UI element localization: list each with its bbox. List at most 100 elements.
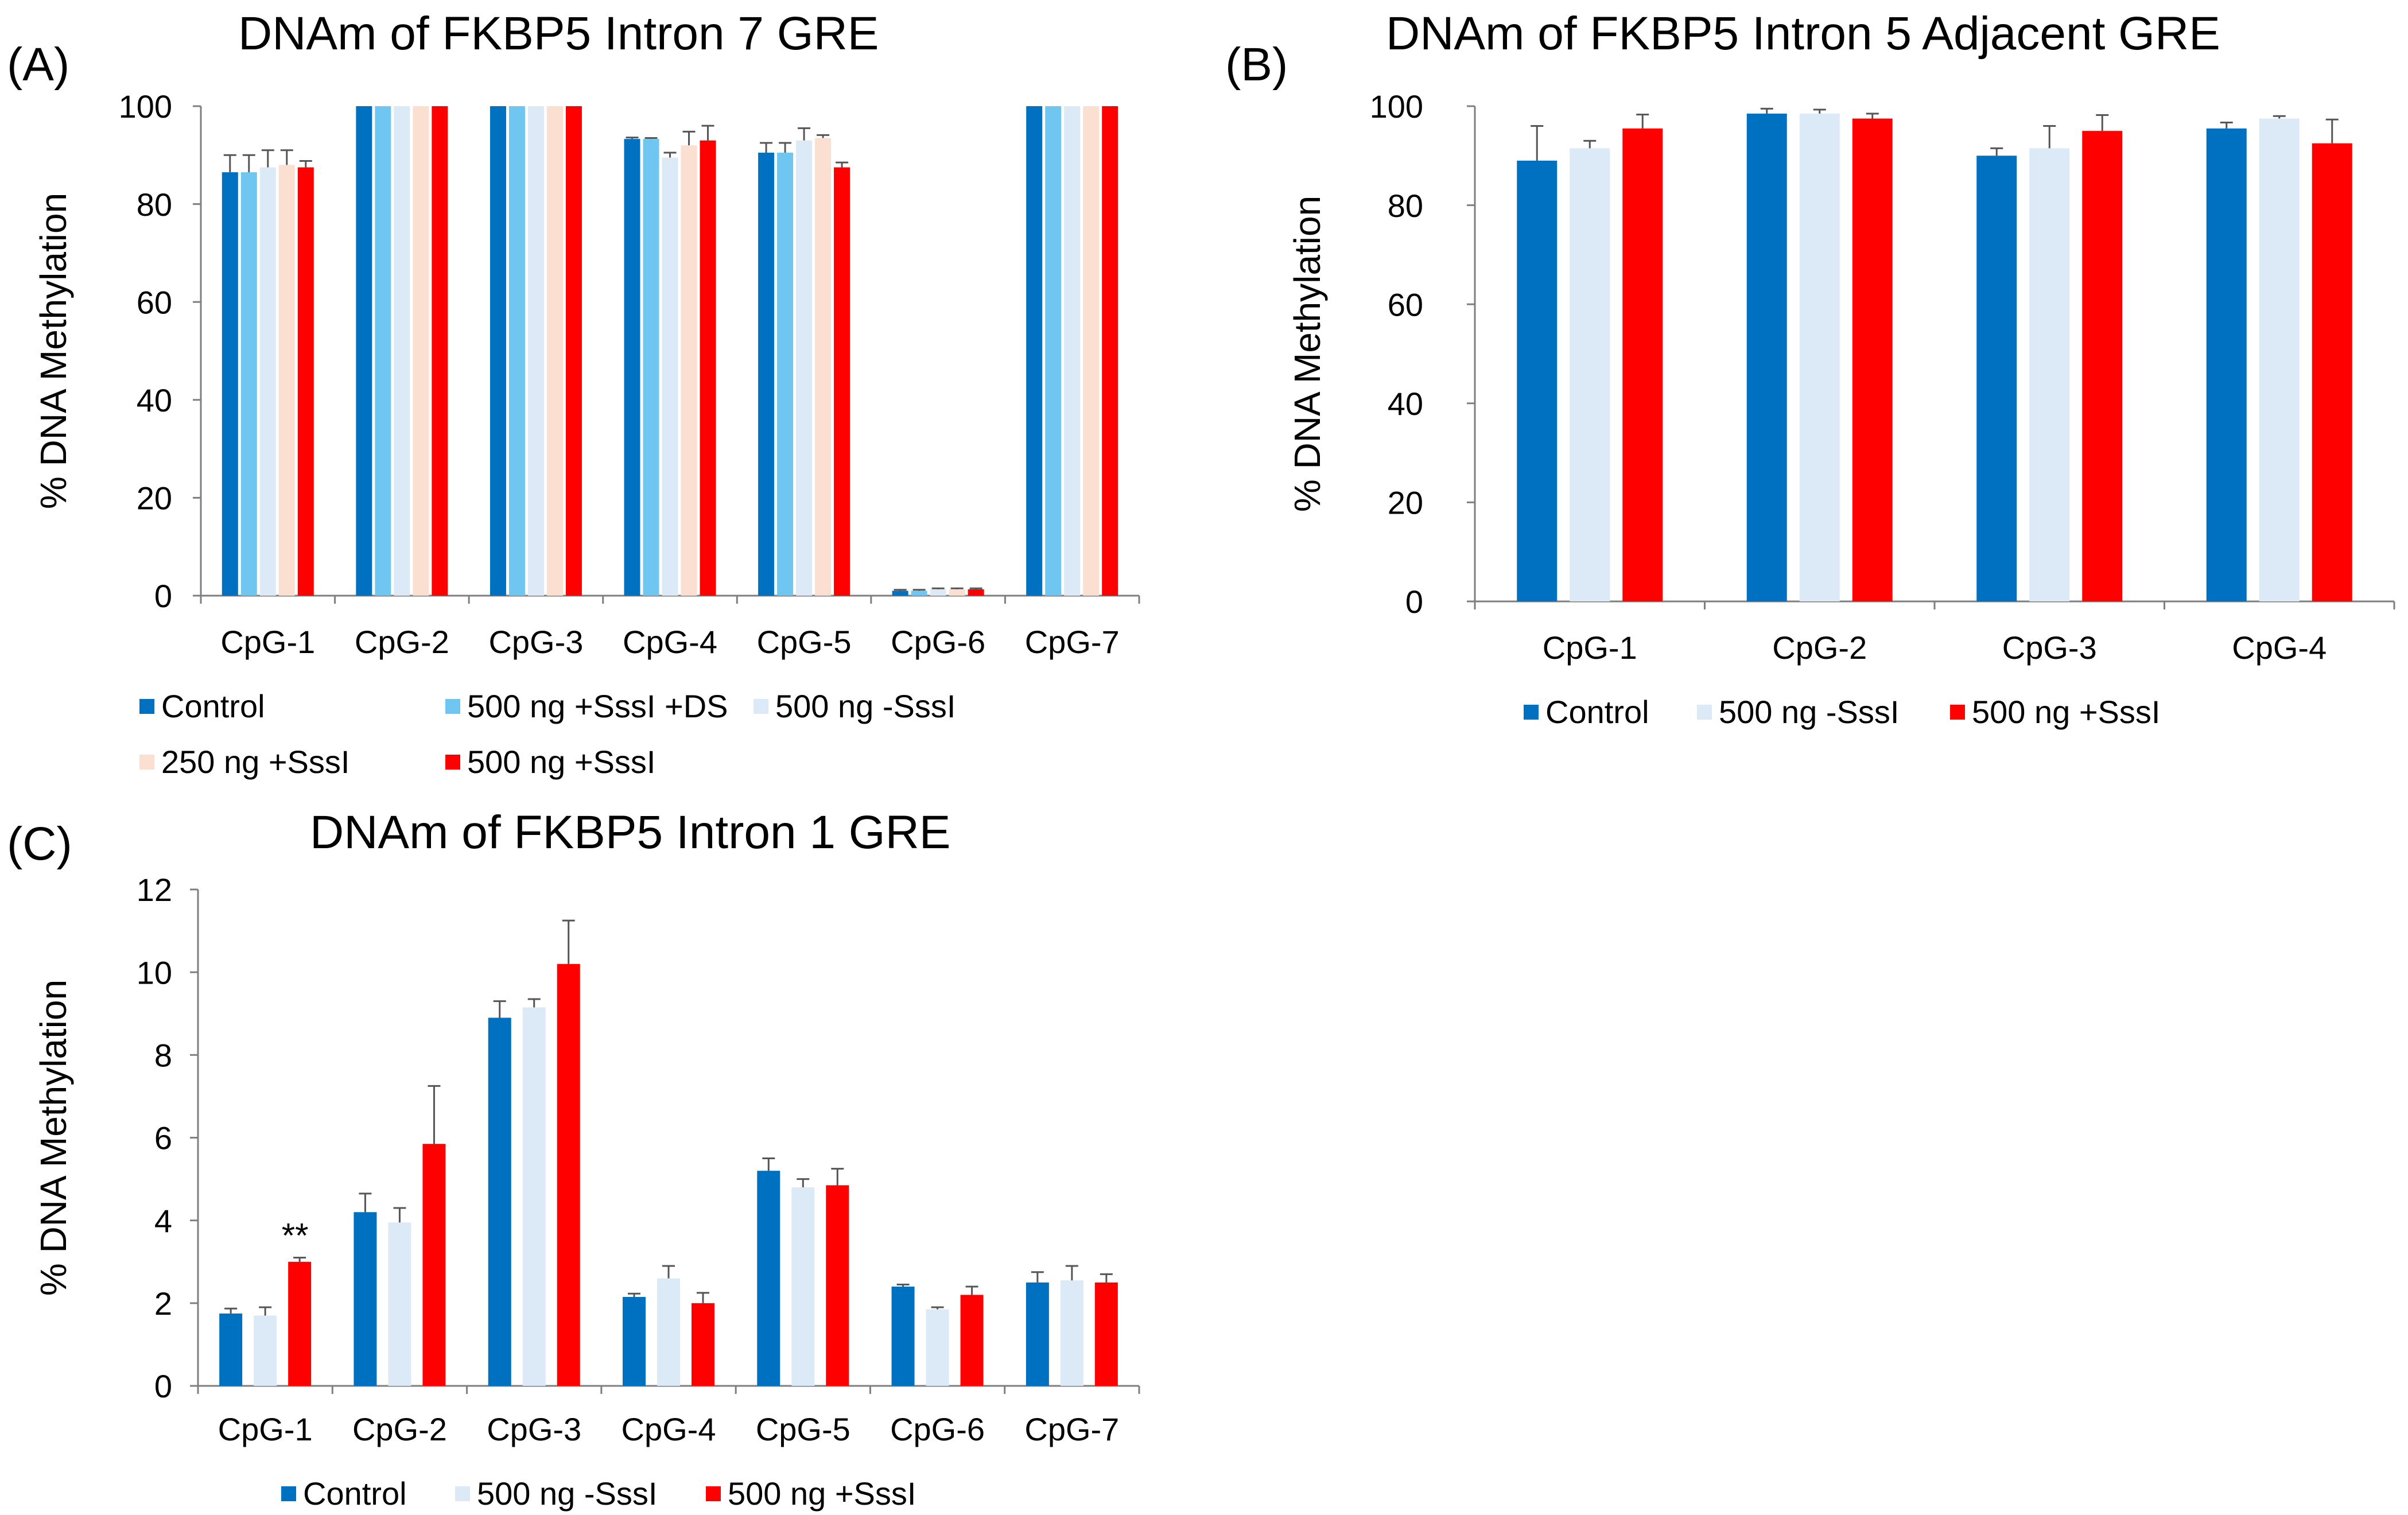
chart-b: 0 20 40 60 80 100 % DNA Methylation CpG-1 CpG-2 C… — [1287, 88, 2395, 666]
bar — [1064, 106, 1081, 596]
bar — [259, 167, 276, 596]
bar — [643, 139, 659, 596]
y-tick-label: 40 — [137, 382, 172, 418]
bar — [527, 106, 544, 596]
y-tick-label: 6 — [154, 1120, 172, 1156]
bar — [522, 1007, 546, 1386]
bar — [834, 167, 850, 596]
category-label: CpG-5 — [756, 1411, 850, 1447]
bar — [413, 106, 429, 596]
bar — [892, 591, 908, 596]
legend-swatch-control — [1524, 705, 1539, 720]
bar — [422, 1144, 446, 1386]
legend-swatch-plus-sssi — [1950, 705, 1965, 720]
legend-swatch-minus-sssi — [1697, 705, 1712, 720]
bar — [891, 1287, 915, 1386]
bar — [354, 1212, 377, 1386]
category-label: CpG-7 — [1024, 1411, 1119, 1447]
legend-swatch-control — [139, 699, 154, 714]
legend-swatch-control — [281, 1486, 296, 1501]
y-tick-label: 2 — [154, 1285, 172, 1322]
legend-label: 250 ng +SssI — [161, 744, 350, 780]
legend-label: 500 ng +SssI — [1972, 694, 2161, 730]
bar — [1976, 156, 2017, 601]
legend-swatch-minus-sssi — [455, 1486, 470, 1501]
legend-swatch-plus-sssi — [445, 755, 460, 770]
legend-label: 500 ng -SssI — [1719, 694, 1900, 730]
category-label: CpG-3 — [487, 1411, 581, 1447]
panel-label-b: (B) — [1225, 38, 1288, 91]
category-label: CpG-1 — [1543, 630, 1637, 666]
bar — [657, 1278, 680, 1386]
y-tick-label: 60 — [1388, 286, 1423, 323]
y-tick-label: 80 — [1388, 188, 1423, 224]
legend-item-plus-sssi: 500 ng +SssI — [1950, 696, 2160, 728]
bar — [681, 145, 697, 596]
y-tick-label: 20 — [137, 480, 172, 516]
chart-a: 0 20 40 60 80 100 % DNA Methylation CpG-1 CpG-2 C… — [33, 88, 1140, 660]
bar — [960, 1295, 984, 1386]
bar — [930, 589, 946, 596]
legend-label: Control — [1545, 694, 1649, 730]
bar — [1026, 106, 1043, 596]
category-label: CpG-3 — [488, 624, 583, 660]
category-label: CpG-4 — [622, 1411, 716, 1447]
y-tick-label: 12 — [137, 872, 172, 908]
category-label: CpG-4 — [623, 624, 717, 660]
y-tick-label: 60 — [137, 284, 172, 320]
category-label: CpG-2 — [355, 624, 449, 660]
bar — [1083, 106, 1100, 596]
bar — [911, 591, 927, 596]
bar — [949, 589, 965, 596]
bar — [2082, 131, 2123, 601]
bar — [288, 1261, 312, 1386]
bar — [796, 140, 813, 596]
category-label: CpG-1 — [220, 624, 315, 660]
bar — [356, 106, 372, 596]
bar — [546, 106, 563, 596]
panel-label-a: (A) — [7, 38, 70, 91]
y-tick-label: 80 — [137, 187, 172, 223]
bar — [1026, 1282, 1049, 1386]
legend-label: 500 ng +SssI — [728, 1475, 916, 1512]
y-tick-label: 10 — [137, 954, 172, 990]
category-label: CpG-2 — [1772, 630, 1867, 666]
y-tick-label: 0 — [1405, 584, 1423, 620]
y-tick-label: 0 — [154, 1368, 172, 1404]
y-axis-label: % DNA Methylation — [33, 193, 74, 509]
bar — [757, 1171, 780, 1386]
bar — [2259, 118, 2300, 601]
category-label: CpG-5 — [757, 624, 852, 660]
bar — [1622, 128, 1663, 601]
bar — [240, 172, 257, 596]
legend-item-plus-sssi: 500 ng +SssI — [706, 1478, 916, 1510]
panel-label-c: (C) — [7, 818, 72, 870]
bar — [968, 589, 984, 596]
chart-title-b: DNAm of FKBP5 Intron 5 Adjacent GRE — [1386, 7, 2220, 60]
category-label: CpG-4 — [2232, 630, 2327, 666]
bar — [388, 1222, 411, 1386]
legend-item-control: Control — [139, 690, 265, 722]
significance-annotation: ** — [282, 1217, 309, 1255]
bar — [623, 1297, 646, 1386]
bar — [490, 106, 506, 596]
y-tick-label: 8 — [154, 1037, 172, 1073]
y-tick-label: 40 — [1388, 386, 1423, 422]
bar — [508, 106, 525, 596]
legend-item-sssi-ds: 500 ng +SssI +DS — [445, 690, 728, 722]
legend-item-control: Control — [281, 1478, 407, 1510]
bar — [1799, 113, 1840, 601]
y-tick-label: 100 — [1370, 88, 1423, 125]
legend-swatch-minus-sssi — [754, 699, 768, 714]
bar — [2029, 148, 2070, 602]
legend-label: 500 ng +SssI — [467, 744, 656, 780]
legend-label: Control — [303, 1475, 407, 1512]
bar — [1852, 118, 1893, 601]
bar — [297, 167, 314, 596]
legend-swatch-250-sssi — [139, 755, 154, 770]
bar — [926, 1309, 949, 1386]
category-label: CpG-1 — [218, 1411, 313, 1447]
bar — [222, 172, 238, 596]
legend-label: 500 ng +SssI +DS — [467, 688, 728, 724]
bar — [565, 106, 582, 596]
